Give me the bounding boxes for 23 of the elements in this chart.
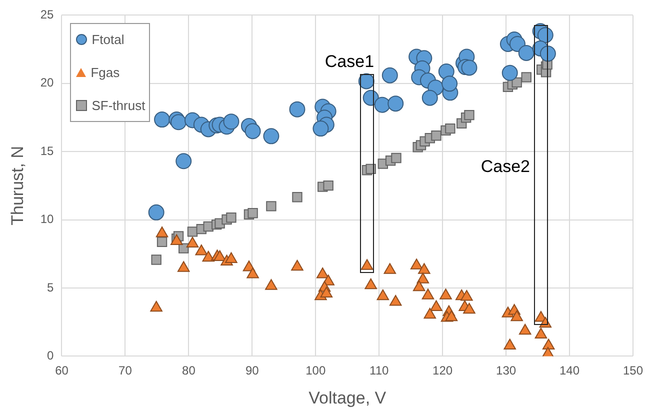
y-tick-label: 10 [40,212,54,226]
y-tick-label: 5 [47,280,54,294]
y-tick-label: 0 [47,348,54,363]
x-tick-label: 80 [182,364,196,378]
x-axis-title: Voltage, V [308,388,387,408]
legend-label: SF-thrust [92,98,146,114]
annotation: Case2 [480,156,530,176]
x-tick-label: 100 [306,364,326,378]
legend-label: Fgas [90,65,120,80]
y-tick-label: 25 [40,8,54,22]
x-tick-label: 140 [560,364,580,378]
x-tick-label: 110 [370,364,389,378]
x-tick-label: 150 [622,364,644,378]
y-axis-title: Thurust, N [8,146,27,226]
legend-label: Ftotal [92,32,124,48]
x-tick-label: 120 [432,364,453,378]
x-tick-label: 70 [118,364,132,378]
annotation: Case1 [324,52,374,72]
x-tick-label: 60 [55,364,69,378]
x-tick-label: 90 [245,364,260,378]
x-tick-label: 130 [496,364,516,378]
y-tick-label: 20 [40,76,54,90]
y-tick-label: 15 [40,144,54,158]
